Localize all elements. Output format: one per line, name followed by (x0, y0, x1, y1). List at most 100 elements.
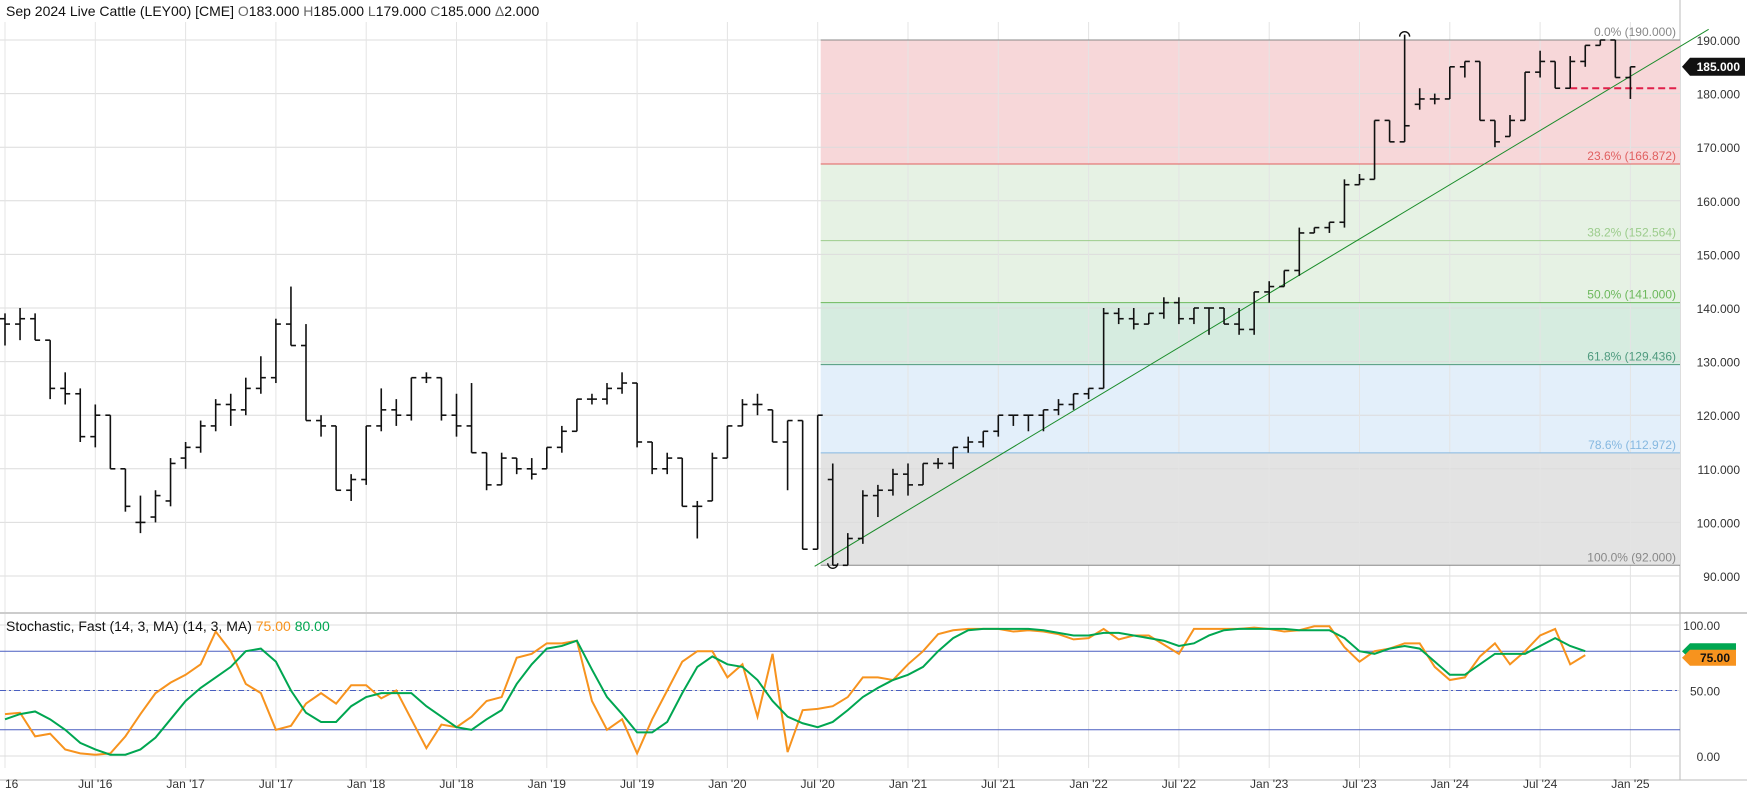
fib-zone-0 (820, 40, 1680, 164)
symbol-title: Sep 2024 Live Cattle (LEY00) [CME] (6, 3, 235, 19)
ohlc-bar (150, 490, 161, 523)
ohlc-bar (1309, 226, 1320, 234)
ohlc-bar (285, 286, 296, 347)
ohlc-bar (1369, 119, 1380, 181)
x-tick-label: Jan '25 (1611, 777, 1650, 791)
x-tick-label: Jul '16 (78, 777, 113, 791)
ohlc-bar (1143, 312, 1154, 325)
ohlc-bar (1234, 308, 1245, 335)
ohlc-bar (225, 393, 236, 426)
ohlc-bar (1098, 308, 1109, 390)
fib-label: 50.0% (141.000) (1587, 288, 1676, 302)
close-label: C (430, 3, 441, 19)
ohlc-bar (511, 457, 522, 475)
ohlc-bar (948, 446, 959, 469)
ohlc-bar (526, 458, 537, 480)
ohlc-bar (195, 420, 206, 453)
ohlc-bar (1354, 174, 1365, 186)
ohlc-bar (887, 468, 898, 496)
ohlc-bar (346, 474, 357, 501)
ohlc-bar (737, 399, 748, 427)
ohlc-bar (662, 452, 673, 475)
ohlc-bar (1008, 414, 1019, 426)
price-pane: 190.000 180.000 170.000 160.000 150.000 140.0… (0, 0, 1747, 781)
fib-zone-1 (820, 163, 1680, 303)
ohlc-bar (1474, 60, 1485, 122)
ohlc-bar (1158, 297, 1169, 319)
ohlc-bar (707, 452, 718, 502)
ohlc-bar (857, 490, 868, 544)
ohlc-bar (451, 393, 462, 437)
open-value: 183.000 (248, 3, 300, 19)
ohlc-bar (135, 495, 146, 534)
ohlc-bar (255, 356, 266, 394)
high-value: 185.000 (313, 3, 365, 19)
stoch-tick-label: 0.00 (1697, 750, 1721, 764)
ohlc-bar (45, 339, 56, 400)
ohlc-bar (210, 399, 221, 432)
ohlc-bar (903, 463, 913, 496)
x-tick-label: Jul '23 (1342, 777, 1377, 791)
price-tick-label: 120.000 (1697, 409, 1741, 423)
ohlc-bar (978, 430, 989, 448)
x-tick-label: Jan '23 (1250, 777, 1289, 791)
ohlc-bar (496, 452, 507, 486)
price-tick-label: 100.000 (1697, 516, 1741, 530)
high-label: H (303, 3, 314, 19)
ohlc-bar (1324, 221, 1335, 233)
ohlc-bar (647, 441, 658, 475)
ohlc-bar (436, 376, 447, 421)
price-tick-label: 110.000 (1698, 463, 1741, 477)
stochastic-d-value: 80.00 (294, 618, 330, 634)
ohlc-bar (556, 425, 567, 453)
ohlc-bar (316, 415, 327, 437)
ohlc-bar (90, 404, 101, 448)
x-tick-label: Jan '22 (1069, 777, 1108, 791)
ohlc-bar (541, 446, 552, 470)
ohlc-bar (1294, 227, 1305, 276)
ohlc-bar (331, 425, 342, 492)
ohlc-bar (918, 462, 929, 486)
ohlc-bar (1505, 115, 1515, 138)
x-tick-label: Jul '20 (801, 777, 836, 791)
ohlc-bar (240, 377, 251, 416)
ohlc-bar (1023, 414, 1034, 432)
ohlc-bar (1083, 387, 1094, 400)
ohlc-bar (1219, 307, 1230, 325)
ohlc-bar (1625, 66, 1636, 99)
ohlc-bar (1053, 399, 1064, 416)
x-tick-label: Jul '19 (620, 777, 655, 791)
trendline (814, 28, 1709, 567)
ohlc-bar (586, 393, 597, 405)
x-tick-label: Jul '24 (1523, 777, 1558, 791)
ohlc-bar (692, 500, 703, 539)
stoch-tick-label: 100.00 (1683, 619, 1720, 633)
last-price-badge-text: 185.000 (1697, 60, 1741, 74)
ohlc-bar (30, 313, 41, 341)
close-value: 185.000 (440, 3, 491, 19)
price-tick-label: 180.000 (1697, 88, 1741, 102)
stochastic-params: (14, 3, MA) (182, 618, 252, 634)
ohlc-bar (180, 442, 191, 469)
price-tick-label: 170.000 (1697, 141, 1741, 155)
ohlc-bar (301, 324, 311, 422)
ohlc-bar (361, 425, 372, 485)
ohlc-bar (1399, 34, 1410, 143)
ohlc-bar (1173, 297, 1184, 325)
swing-high-marker (1398, 31, 1411, 37)
x-tick-label: Jan '21 (889, 777, 928, 791)
symbol-header: Sep 2024 Live Cattle (LEY00) [CME] O183.… (6, 3, 539, 19)
ohlc-bar (1520, 71, 1531, 122)
x-tick-label: Jan '24 (1431, 777, 1470, 791)
ohlc-bar (1249, 291, 1260, 335)
x-tick-label: Jan '20 (708, 777, 747, 791)
x-tick-label: Jul '21 (981, 777, 1016, 791)
ohlc-bar (391, 399, 402, 426)
price-tick-label: 130.000 (1697, 356, 1741, 370)
fib-zone-2 (820, 302, 1680, 365)
ohlc-bar (60, 372, 71, 405)
low-label: L (367, 3, 376, 19)
stochastic-k-value: 75.00 (255, 618, 291, 634)
fib-label: 23.6% (166.872) (1587, 149, 1676, 163)
